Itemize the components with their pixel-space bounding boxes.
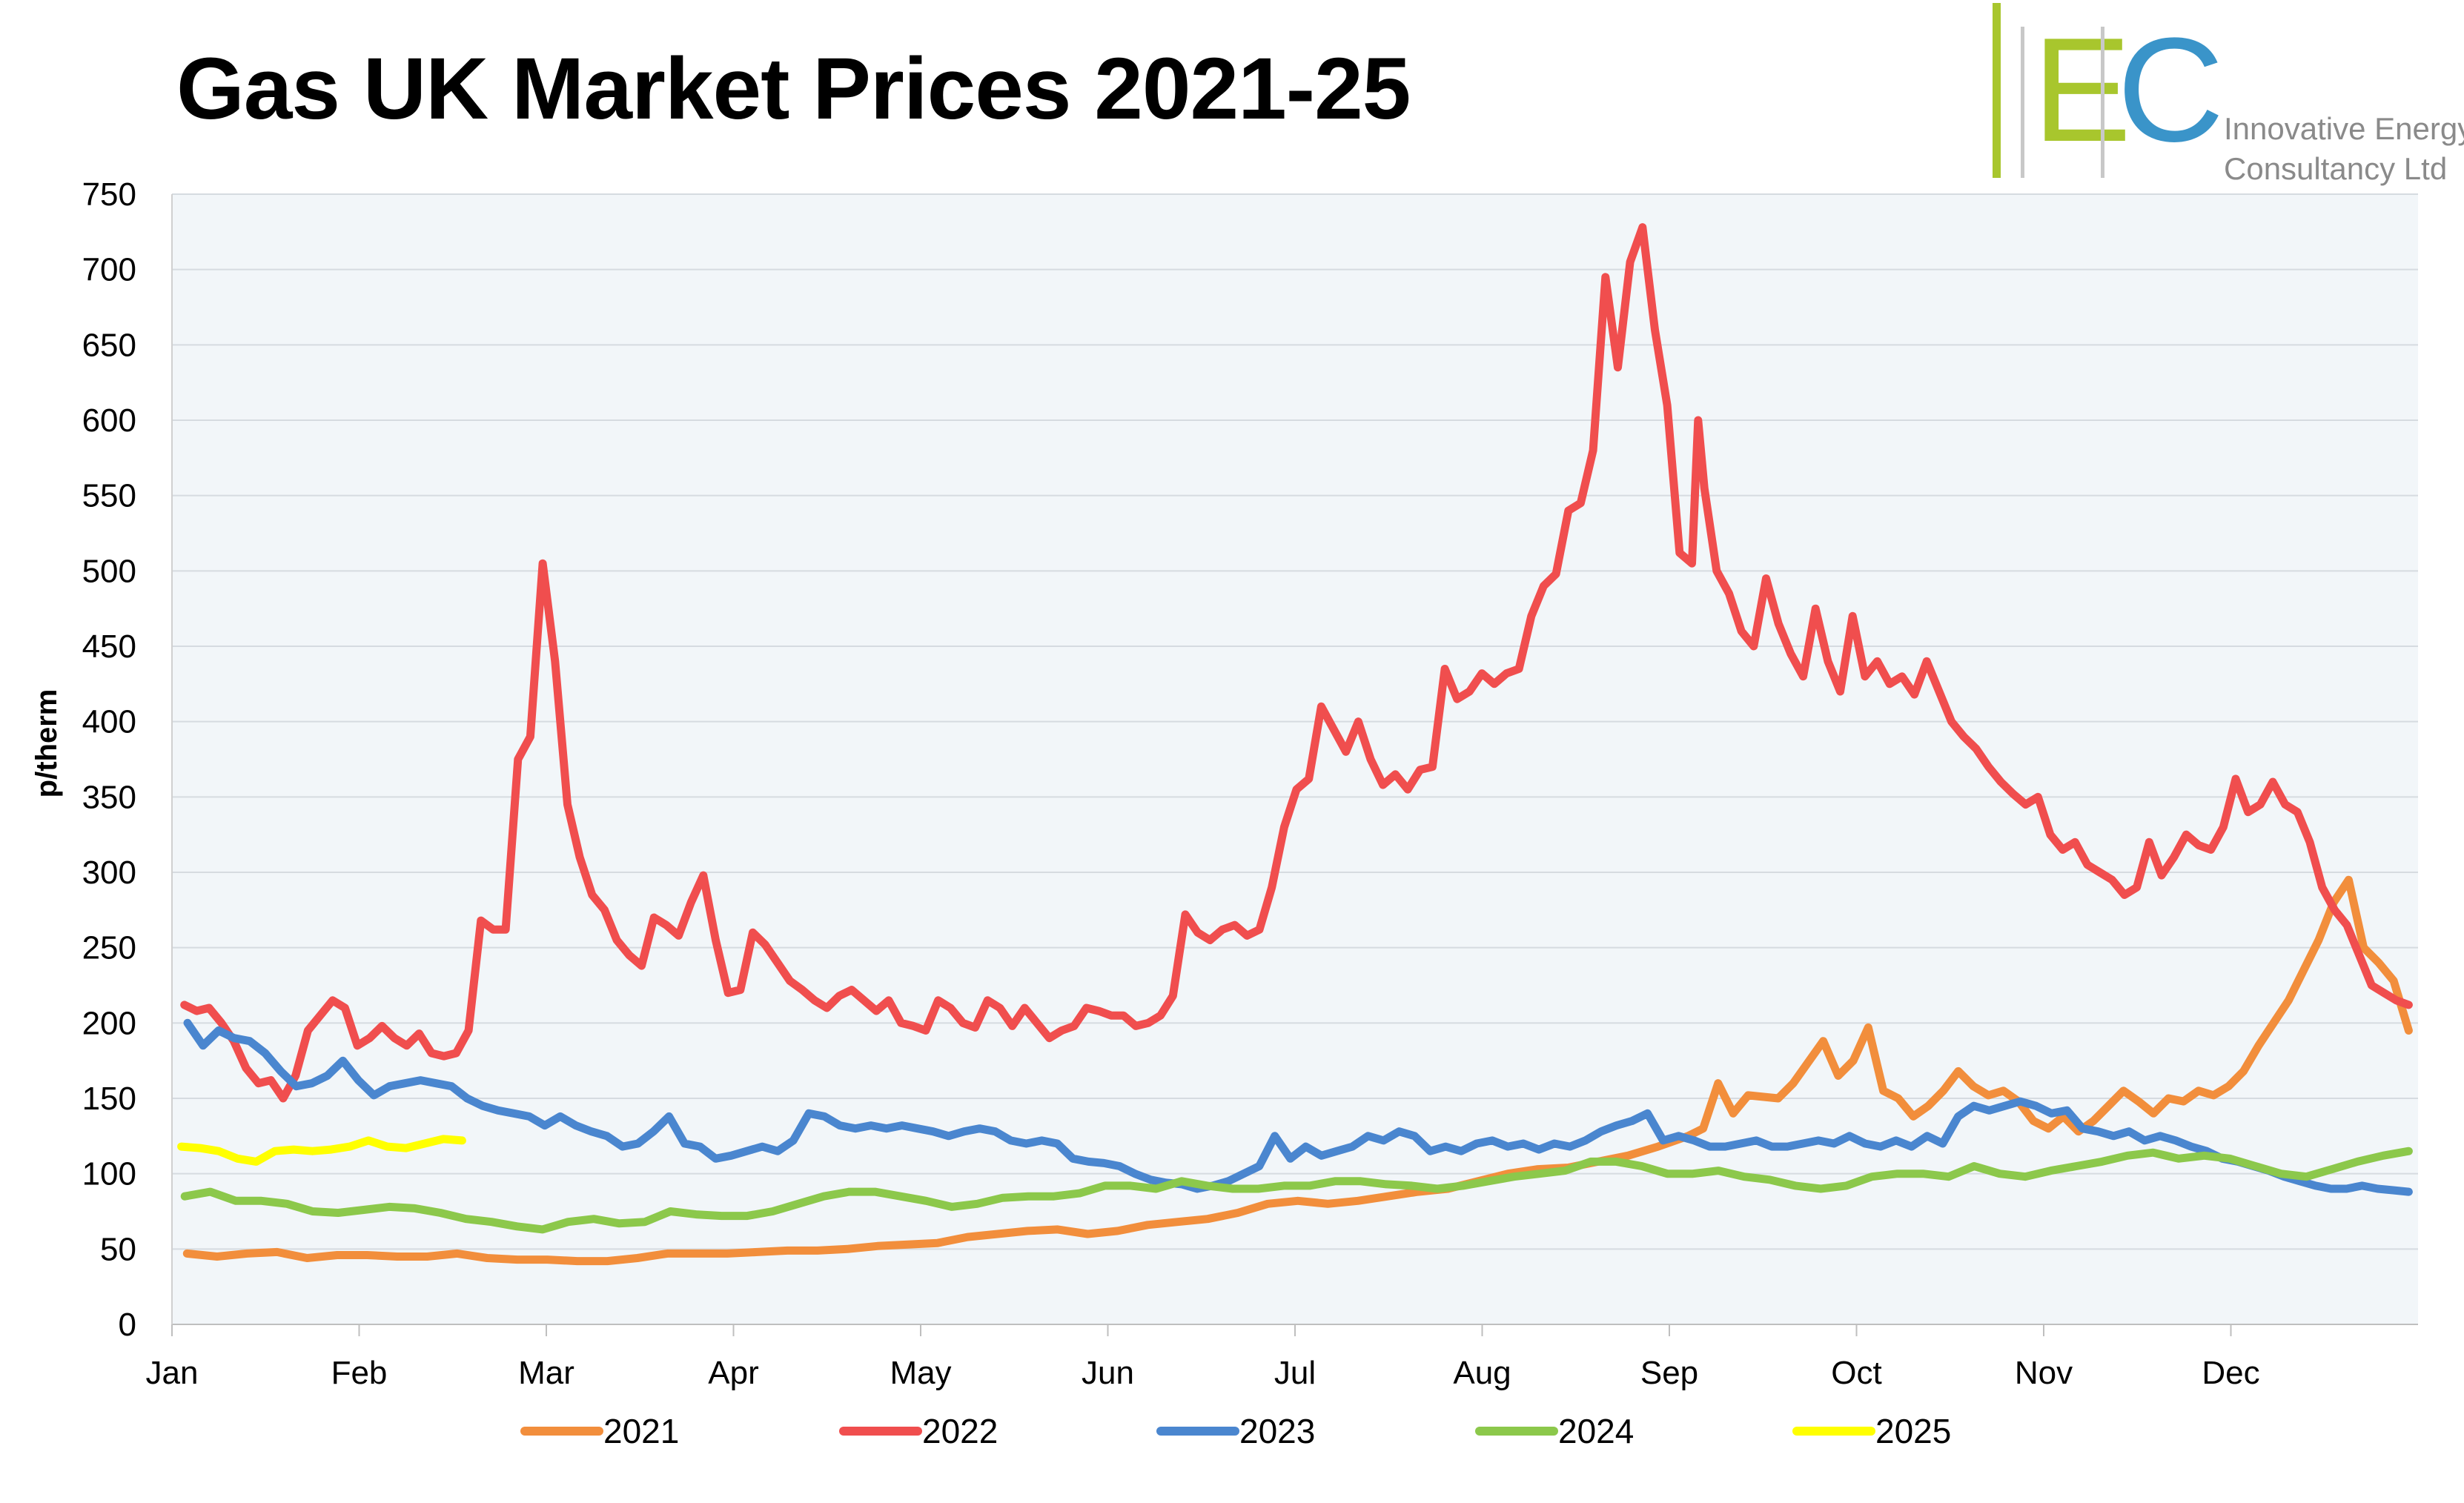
y-tick-label: 750 <box>82 176 136 213</box>
legend-label-2025: 2025 <box>1875 1412 1951 1450</box>
x-tick-label: Oct <box>1831 1355 1881 1391</box>
legend: 2021 2022 2023 2024 2025 <box>520 1412 1951 1450</box>
logo-divider-icon <box>2021 27 2024 178</box>
plot-area <box>172 194 2418 1324</box>
y-tick-label: 600 <box>82 402 136 439</box>
x-tick-label: Feb <box>331 1355 388 1391</box>
y-tick-label: 250 <box>82 930 136 966</box>
y-tick-label: 450 <box>82 628 136 665</box>
x-tick-label: Aug <box>1453 1355 1511 1391</box>
legend-label-2023: 2023 <box>1239 1412 1315 1450</box>
x-tick-label: Apr <box>708 1355 758 1391</box>
y-tick-label: 100 <box>82 1156 136 1192</box>
legend-label-2022: 2022 <box>922 1412 998 1450</box>
legend-label-2024: 2024 <box>1558 1412 1634 1450</box>
y-tick-label: 0 <box>119 1307 136 1343</box>
logo-letter-c: C <box>2117 7 2225 173</box>
y-axis-ticks: 0 50 100 150 200 250 300 350 400 450 500 550 600 650 7… <box>82 176 136 1343</box>
x-tick-label: Jun <box>1082 1355 1134 1391</box>
y-tick-label: 50 <box>100 1231 136 1267</box>
x-tick-label: Jan <box>146 1355 199 1391</box>
y-tick-label: 350 <box>82 779 136 815</box>
series-line-2022 <box>180 223 2413 1103</box>
logo-company-line1: Innovative Energy <box>2224 111 2464 146</box>
logo-divider-icon <box>2101 27 2104 178</box>
chart-title: Gas UK Market Prices 2021-25 <box>176 40 1411 138</box>
logo-bar-icon <box>1993 3 2001 178</box>
y-tick-label: 500 <box>82 553 136 589</box>
y-tick-label: 150 <box>82 1081 136 1117</box>
y-tick-label: 700 <box>82 252 136 288</box>
y-tick-label: 550 <box>82 478 136 514</box>
x-tick-label: Sep <box>1640 1355 1698 1391</box>
logo-company-line2: Consultancy Ltd <box>2224 151 2448 186</box>
y-tick-label: 400 <box>82 704 136 740</box>
x-tick-label: Dec <box>2202 1355 2259 1391</box>
series-line-2023 <box>183 1018 2413 1196</box>
x-tick-label: May <box>890 1355 951 1391</box>
y-tick-label: 300 <box>82 855 136 891</box>
x-tick-label: Mar <box>518 1355 574 1391</box>
x-tick-label: Nov <box>2015 1355 2073 1391</box>
series-line-2021 <box>182 875 2413 1266</box>
x-axis-ticks: Jan Feb Mar Apr May Jun Jul Aug Sep Oct Nov Dec <box>146 1324 2260 1391</box>
y-tick-label: 200 <box>82 1005 136 1041</box>
y-axis-title: p/therm <box>30 689 63 798</box>
series-line-2024 <box>180 1147 2413 1234</box>
legend-label-2021: 2021 <box>603 1412 679 1450</box>
series-line-2025 <box>177 1135 466 1166</box>
x-tick-label: Jul <box>1274 1355 1316 1391</box>
company-logo: E C Innovative Energy Consultancy Ltd <box>1972 0 2464 186</box>
logo-letter-e: E <box>2033 7 2132 173</box>
series-lines <box>177 223 2413 1266</box>
y-tick-label: 650 <box>82 327 136 363</box>
